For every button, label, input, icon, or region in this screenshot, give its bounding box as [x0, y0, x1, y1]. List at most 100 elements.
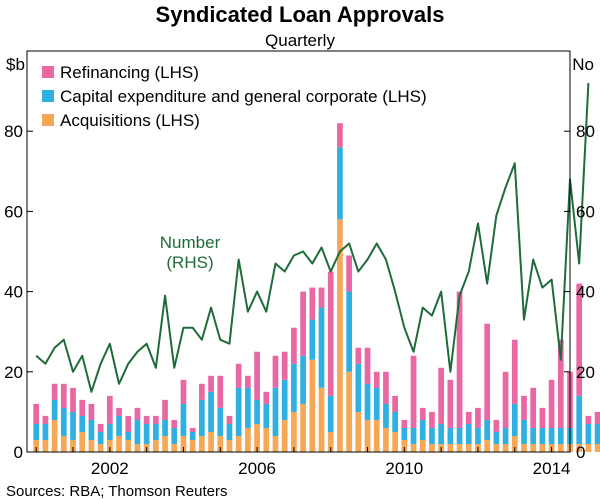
bar-segment-refinancing: [594, 411, 600, 424]
bar-segment-acquisitions: [70, 439, 76, 452]
bar-segment-refinancing: [429, 411, 435, 428]
bar-segment-capex: [309, 319, 316, 360]
bar-segment-capex: [60, 407, 67, 436]
bar-segment-acquisitions: [60, 435, 67, 452]
bar-segment-acquisitions: [419, 439, 426, 452]
bar-segment-acquisitions: [189, 439, 196, 452]
right-axis-unit: No: [572, 55, 594, 74]
left-tick-label: 20: [4, 363, 23, 382]
bar-segment-capex: [355, 363, 362, 412]
bar-segment-refinancing: [300, 291, 306, 356]
bar-segment-refinancing: [291, 327, 297, 364]
x-tick-label: 2006: [238, 459, 276, 478]
bar-segment-capex: [88, 419, 95, 440]
bar-segment-refinancing: [70, 387, 76, 412]
right-tick-label: 80: [576, 122, 595, 141]
bar-segment-refinancing: [162, 399, 168, 420]
bar-segment-acquisitions: [300, 403, 306, 452]
legend: Refinancing (LHS) Capital expenditure and…: [42, 63, 427, 130]
bar-segment-acquisitions: [162, 435, 168, 452]
x-tick-label: 2014: [533, 459, 571, 478]
bar-segment-capex: [171, 427, 178, 444]
bar-segment-capex: [254, 399, 260, 424]
bar-segment-acquisitions: [392, 431, 398, 452]
bar-segment-capex: [576, 395, 583, 444]
bar-segment-capex: [456, 427, 463, 444]
bar-segment-refinancing: [327, 271, 334, 396]
bar-segment-capex: [42, 423, 49, 440]
bar-segment-capex: [226, 423, 233, 440]
bar-segment-acquisitions: [199, 435, 205, 452]
bar-segment-refinancing: [171, 419, 178, 428]
bar-segment-capex: [585, 423, 592, 444]
bar-segment-acquisitions: [585, 443, 592, 452]
bar-segment-refinancing: [116, 407, 122, 416]
legend-label: Acquisitions (LHS): [60, 111, 200, 130]
axes: 0 20 40 60 80 0 20 40 60 80 2002 2006 2010 2014: [4, 122, 595, 478]
bar-segment-refinancing: [557, 339, 564, 428]
bar-segment-acquisitions: [557, 443, 564, 452]
legend-label: Capital expenditure and general corporat…: [60, 87, 427, 106]
bar-segment-acquisitions: [226, 439, 233, 452]
bar-segment-capex: [272, 387, 279, 436]
bar-segment-acquisitions: [539, 443, 546, 452]
bar-segment-capex: [548, 427, 555, 444]
bar-segment-refinancing: [309, 287, 316, 320]
right-tick-label: 40: [576, 283, 595, 302]
legend-swatch: [42, 114, 54, 126]
bar-segment-acquisitions: [125, 439, 132, 452]
bar-segment-refinancing: [539, 407, 546, 428]
bar-segment-acquisitions: [208, 431, 214, 452]
bar-segment-acquisitions: [521, 443, 527, 452]
bar-segment-capex: [33, 423, 40, 440]
bar-segment-refinancing: [419, 407, 426, 420]
bar-segment-acquisitions: [281, 419, 288, 452]
bar-segment-acquisitions: [245, 427, 251, 452]
bar-segment-refinancing: [447, 379, 454, 428]
bar-segment-capex: [383, 403, 389, 428]
bar-segment-refinancing: [475, 407, 481, 428]
bar-segment-refinancing: [318, 287, 325, 308]
bar-segment-capex: [465, 423, 472, 444]
bar-segment-capex: [484, 419, 491, 440]
bar-segment-capex: [217, 407, 224, 436]
bar-segment-capex: [263, 403, 270, 428]
bar-segment-capex: [143, 423, 150, 444]
bar-segment-capex: [502, 427, 509, 444]
bar-segment-capex: [134, 419, 141, 444]
bar-segment-acquisitions: [511, 435, 518, 452]
legend-swatch: [42, 66, 54, 78]
bar-segment-capex: [300, 355, 306, 404]
bar-segment-capex: [51, 399, 58, 420]
bar-segment-refinancing: [60, 383, 67, 408]
bar-segment-capex: [125, 431, 132, 440]
bar-segment-acquisitions: [291, 411, 297, 452]
bar-segment-refinancing: [521, 395, 527, 420]
bar-segment-acquisitions: [97, 443, 104, 452]
bar-segment-acquisitions: [51, 419, 58, 452]
bar-segment-acquisitions: [152, 439, 159, 452]
right-tick-label: 0: [576, 443, 585, 462]
bar-segment-capex: [557, 427, 564, 444]
bar-segment-acquisitions: [272, 435, 279, 452]
bar-segment-capex: [235, 387, 242, 436]
plot-frame: [26, 50, 571, 453]
bar-segment-refinancing: [97, 423, 104, 432]
bar-segment-refinancing: [346, 255, 352, 292]
bar-segment-acquisitions: [217, 435, 224, 452]
bar-segment-refinancing: [217, 375, 224, 408]
bar-segment-refinancing: [456, 291, 463, 428]
bar-segment-capex: [245, 387, 251, 428]
bar-segment-refinancing: [263, 391, 270, 404]
bar-segment-refinancing: [245, 375, 251, 388]
bar-segment-acquisitions: [263, 427, 270, 452]
bar-segment-capex: [346, 291, 352, 372]
bar-segment-acquisitions: [456, 443, 463, 452]
bar-segment-refinancing: [438, 367, 445, 424]
bar-segment-capex: [530, 427, 537, 444]
bar-segment-capex: [97, 431, 104, 444]
bar-segment-acquisitions: [594, 443, 600, 452]
bar-segment-capex: [410, 427, 417, 444]
bar-segment-capex: [493, 431, 500, 444]
bar-segment-acquisitions: [364, 419, 371, 452]
